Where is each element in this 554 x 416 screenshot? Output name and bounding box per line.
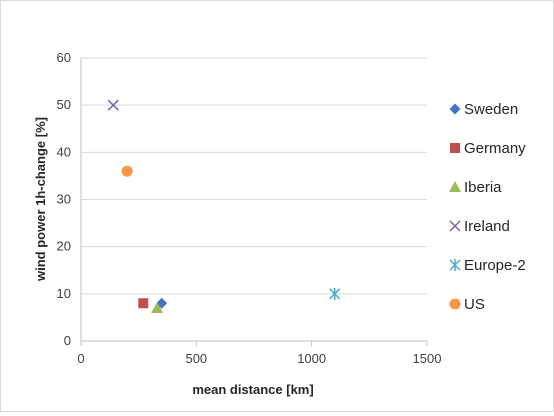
gridlines bbox=[81, 57, 427, 295]
legend-item-sweden: Sweden bbox=[449, 101, 518, 118]
y-tick-label: 50 bbox=[57, 97, 71, 112]
point-germany bbox=[138, 298, 149, 309]
x-tick-label: 500 bbox=[185, 351, 207, 366]
point-europe-2 bbox=[329, 287, 341, 300]
point-us bbox=[121, 165, 133, 177]
legend-item-ireland: Ireland bbox=[449, 218, 510, 235]
data-points bbox=[107, 99, 341, 313]
legend-item-europe-2: Europe-2 bbox=[449, 257, 526, 274]
axes bbox=[80, 58, 428, 346]
point-iberia bbox=[151, 301, 164, 313]
legend-marker-us bbox=[449, 298, 461, 310]
legend-label-sweden: Sweden bbox=[464, 101, 518, 118]
legend-marker-europe-2 bbox=[449, 259, 461, 271]
legend-marker-sweden bbox=[449, 103, 461, 115]
y-tick-label: 30 bbox=[57, 192, 71, 207]
y-axis-title: wind power 1h-change [%] bbox=[33, 117, 48, 282]
x-tick-label: 1000 bbox=[297, 351, 326, 366]
x-tick-labels: 0 500 1000 1500 bbox=[77, 351, 441, 366]
y-tick-labels: 0 10 20 30 40 50 60 bbox=[57, 50, 71, 348]
y-tick-label: 20 bbox=[57, 239, 71, 254]
legend-marker-iberia bbox=[449, 181, 461, 192]
y-tick-label: 10 bbox=[57, 286, 71, 301]
legend: Sweden Germany Iberia Ireland Europe-2 US bbox=[449, 101, 526, 313]
legend-label-germany: Germany bbox=[464, 140, 526, 157]
legend-marker-germany bbox=[450, 143, 460, 153]
y-tick-label: 0 bbox=[64, 333, 71, 348]
x-tick-label: 0 bbox=[77, 351, 84, 366]
legend-label-europe-2: Europe-2 bbox=[464, 257, 526, 274]
legend-item-us: US bbox=[449, 296, 485, 313]
y-tick-label: 40 bbox=[57, 144, 71, 159]
x-tick-label: 1500 bbox=[413, 351, 442, 366]
point-ireland bbox=[107, 99, 119, 111]
legend-label-us: US bbox=[464, 296, 485, 313]
y-tick-label: 60 bbox=[57, 50, 71, 65]
legend-item-iberia: Iberia bbox=[449, 179, 502, 196]
x-axis-title: mean distance [km] bbox=[192, 382, 313, 397]
legend-item-germany: Germany bbox=[450, 140, 526, 157]
legend-label-iberia: Iberia bbox=[464, 179, 502, 196]
legend-marker-ireland bbox=[449, 220, 461, 232]
legend-label-ireland: Ireland bbox=[464, 218, 510, 235]
